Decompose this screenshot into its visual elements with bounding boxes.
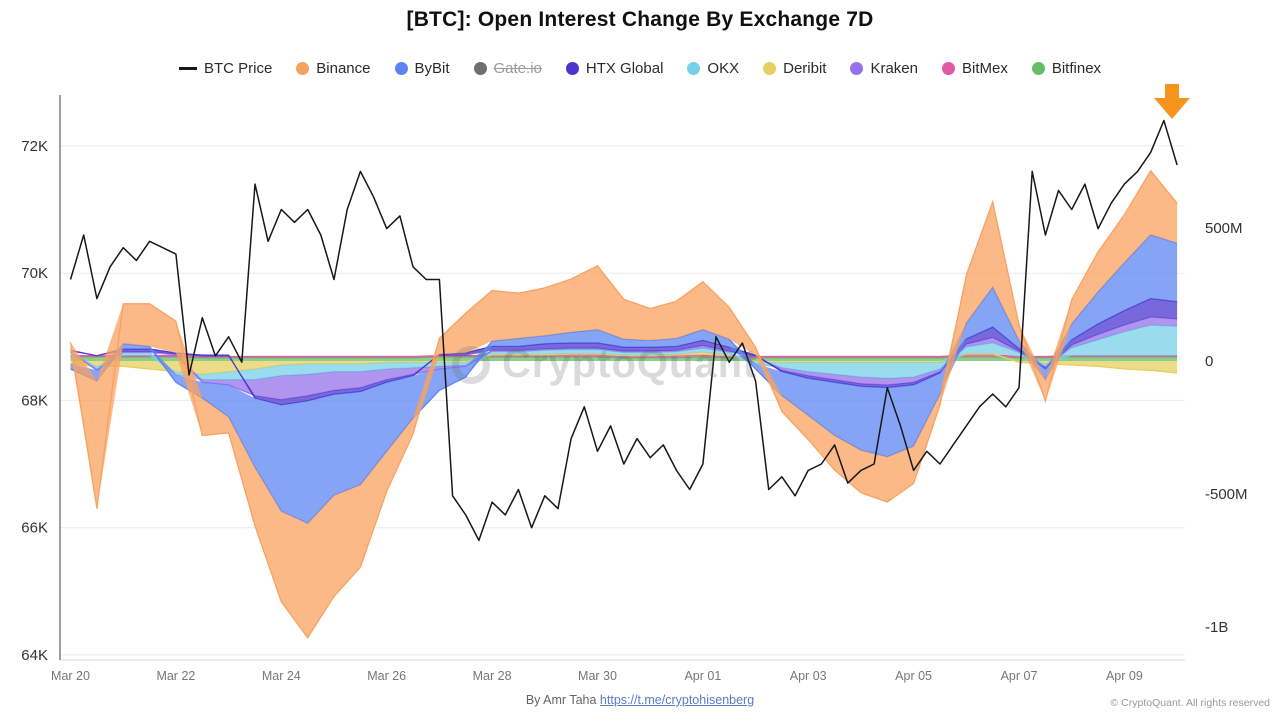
oi-tick-label: -1B [1205, 619, 1228, 636]
legend-label: ByBit [414, 60, 450, 77]
edge-binance [69, 169, 1178, 639]
area-binance [70, 170, 1178, 638]
legend-label: BTC Price [203, 60, 273, 77]
oi-tick-label: 0 [1205, 353, 1213, 370]
x-tick-label: Mar 26 [367, 669, 406, 683]
chart-title: [BTC]: Open Interest Change By Exchange … [406, 8, 874, 31]
price-tick-label: 72K [21, 138, 48, 155]
oi-areas [69, 169, 1178, 639]
legend-label: Kraken [870, 60, 918, 77]
legend-label: Deribit [783, 60, 827, 77]
btc-price-line-swatch-icon [178, 67, 197, 70]
price-tick-label: 64K [21, 647, 48, 664]
area-okx [70, 325, 1178, 380]
x-tick-label: Apr 09 [1106, 669, 1143, 683]
gridlines [60, 145, 1185, 661]
legend-item-deribit[interactable]: Deribit [763, 60, 826, 77]
deribit-color-dot-icon [763, 62, 777, 75]
x-tick-label: Apr 07 [1001, 669, 1038, 683]
kraken-color-dot-icon [850, 62, 864, 75]
x-tick-label: Mar 24 [262, 669, 301, 683]
highlight-arrow-icon [1154, 84, 1190, 119]
oi-tick-label: 500M [1205, 220, 1243, 237]
x-tick-label: Apr 03 [790, 669, 827, 683]
okx-color-dot-icon [687, 62, 701, 75]
legend-item-okx[interactable]: OKX [687, 60, 739, 77]
price-tick-label: 66K [21, 520, 48, 537]
binance-color-dot-icon [296, 62, 310, 75]
htx-global-color-dot-icon [565, 62, 579, 75]
byline-author: By Amr Taha [525, 693, 600, 707]
x-tick-label: Mar 22 [156, 669, 195, 683]
x-tick-label: Apr 05 [895, 669, 932, 683]
x-tick-label: Mar 30 [578, 669, 617, 683]
oi-tick-label: -500M [1205, 486, 1248, 503]
price-tick-label: 68K [21, 392, 48, 409]
btc-price-line [69, 119, 1178, 542]
axis-labels: 72K 70K 68K 66K 64K 500M 0 -500M -1B Mar 20 Mar 22… [21, 138, 1247, 683]
legend-label: OKX [707, 60, 740, 77]
bitfinex-color-dot-icon [1031, 62, 1045, 75]
legend-item-htx-global[interactable]: HTX Global [565, 60, 664, 77]
legend-label: Bitfinex [1051, 60, 1102, 77]
price-tick-label: 70K [21, 265, 48, 282]
byline-link[interactable]: https://t.me/cryptohisenberg [599, 693, 755, 707]
bybit-color-dot-icon [394, 62, 408, 75]
x-tick-label: Mar 28 [473, 669, 512, 683]
copyright: © CryptoQuant. All rights reserved [1110, 697, 1270, 709]
legend-item-btc-price[interactable]: BTC Price [178, 60, 273, 77]
legend-item-kraken[interactable]: Kraken [850, 60, 918, 77]
legend-label: Binance [316, 60, 371, 77]
x-tick-label: Apr 01 [684, 669, 721, 683]
legend-item-bitmex[interactable]: BitMex [942, 60, 1008, 77]
legend-item-binance[interactable]: Binance [296, 60, 371, 77]
legend-item-bybit[interactable]: ByBit [394, 60, 450, 77]
x-tick-label: Mar 20 [51, 669, 90, 683]
legend-label: HTX Global [585, 60, 664, 77]
gateio-color-dot-icon [473, 62, 487, 75]
legend-label: BitMex [962, 60, 1008, 77]
bitmex-color-dot-icon [942, 62, 955, 75]
legend-item-gateio[interactable]: Gate.io [473, 60, 542, 77]
byline: By Amr Taha https://t.me/cryptohisenberg [0, 693, 1280, 707]
legend: BTC Price Binance ByBit Gate.io HTX Global OK… [0, 60, 1280, 77]
legend-item-bitfinex[interactable]: Bitfinex [1031, 60, 1102, 77]
area-kraken [70, 317, 1178, 400]
legend-label: Gate.io [493, 60, 542, 77]
